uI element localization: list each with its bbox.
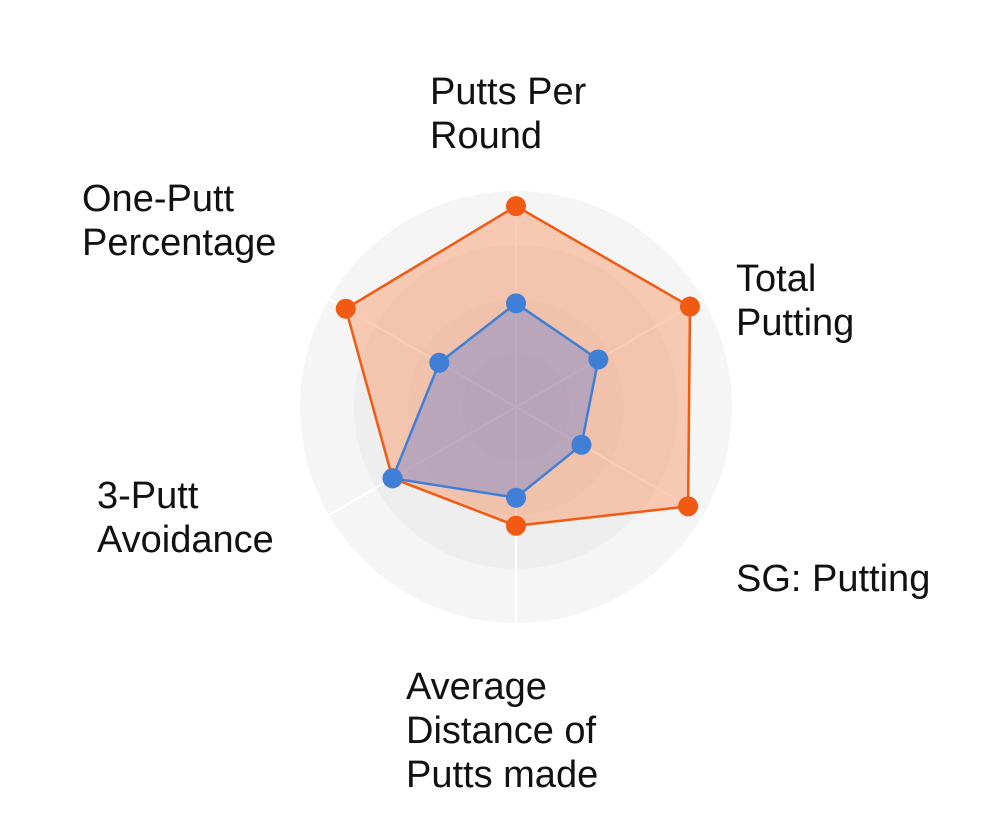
series-1-point-2 <box>571 434 592 455</box>
series-1-point-1 <box>588 349 609 370</box>
axis-label-1-line-1: Putting <box>736 302 854 344</box>
series-1-point-0 <box>506 293 526 314</box>
series-0-point-3 <box>506 515 526 536</box>
axis-label-0: Putts Per Round <box>430 71 587 157</box>
radar-series <box>335 196 700 536</box>
axis-label-5-line-0: One-Putt <box>82 178 235 220</box>
series-0-point-5 <box>335 298 356 319</box>
series-0-point-0 <box>506 196 526 217</box>
axis-label-4: 3-Putt Avoidance <box>97 475 274 561</box>
axis-label-2-line-0: SG: Putting <box>736 558 930 600</box>
series-1-point-5 <box>429 352 450 373</box>
axis-label-3-line-0: Average <box>406 666 547 708</box>
series-0-point-1 <box>679 296 700 317</box>
axis-label-4-line-1: Avoidance <box>97 519 274 561</box>
axis-label-3: Average Distance of Putts made <box>406 666 598 796</box>
axis-label-0-line-0: Putts Per <box>430 71 587 113</box>
axis-label-3-line-2: Putts made <box>406 754 598 796</box>
axis-label-5: One-Putt Percentage <box>82 178 276 264</box>
axis-label-0-line-1: Round <box>430 115 542 157</box>
axis-label-3-line-1: Distance of <box>406 710 597 752</box>
series-0-point-2 <box>678 496 699 517</box>
axis-label-4-line-0: 3-Putt <box>97 475 199 517</box>
axis-label-1: Total Putting <box>736 258 854 344</box>
axis-labels: Putts Per Round Total Putting SG: Putting Ave… <box>82 71 930 796</box>
axis-label-2: SG: Putting <box>736 558 930 600</box>
series-1-point-3 <box>506 487 526 508</box>
axis-label-1-line-0: Total <box>736 258 816 300</box>
axis-label-5-line-1: Percentage <box>82 222 276 264</box>
series-1-point-4 <box>382 468 403 489</box>
